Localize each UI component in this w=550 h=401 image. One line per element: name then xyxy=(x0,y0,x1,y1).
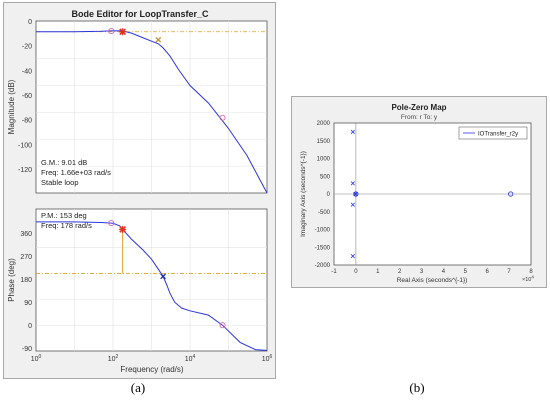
magnitude-ylabel: Magnitude (dB) xyxy=(7,79,16,134)
pz-xtick: 8 xyxy=(529,269,533,275)
pz-pole-marker xyxy=(353,191,358,197)
pz-pole-marker xyxy=(350,129,355,134)
pz-xtick: 6 xyxy=(486,269,490,275)
pz-marks xyxy=(334,123,531,265)
mag-crossover-plus xyxy=(119,28,127,36)
pz-zero-marker xyxy=(353,191,359,197)
pz-xtick: 1 xyxy=(376,269,380,275)
pz-ylabel: Imaginary Axis (seconds^{-1}) xyxy=(300,151,307,237)
pz-ytick: -1000 xyxy=(315,228,331,234)
phase-ytick: 270 xyxy=(20,254,32,261)
pz-ytick: 500 xyxy=(320,174,331,180)
pz-xtick: 5 xyxy=(464,269,468,275)
pz-pole-marker xyxy=(350,254,355,259)
pz-zero-marker xyxy=(508,191,514,197)
bode-xtick: 104 xyxy=(185,354,196,363)
bode-xtick: 100 xyxy=(31,354,42,363)
pole-zero-svg: Pole-Zero Map From: r To: y 2000 1500 10… xyxy=(300,103,534,284)
mag-ytick: -80 xyxy=(22,118,32,125)
pz-xtick: 3 xyxy=(420,269,424,275)
bode-xlabel: Frequency (rad/s) xyxy=(120,365,183,374)
mag-ytick: -20 xyxy=(22,44,32,51)
mag-ytick: -120 xyxy=(18,167,32,174)
pz-subtitle: From: r To: y xyxy=(401,114,438,121)
caption-a: (a) xyxy=(130,380,146,395)
magnitude-yticks: 0 -20 -40 -60 -80 -100 -120 xyxy=(18,19,32,174)
mag-ytick: -60 xyxy=(22,93,32,100)
phase-pole-marker xyxy=(160,273,166,280)
gain-margin-freq-text: Freq: 1.66e+03 rad/s xyxy=(41,168,111,177)
mag-zero-marker xyxy=(219,114,226,121)
pz-xtick: 4 xyxy=(442,269,446,275)
mag-pole-marker xyxy=(155,36,162,43)
pz-ytick: 2000 xyxy=(317,121,331,127)
phase-ytick: 90 xyxy=(24,300,32,307)
mag-ytick: -100 xyxy=(18,142,32,149)
phase-ytick: 180 xyxy=(20,277,32,284)
pz-xtick: 0 xyxy=(354,269,358,275)
phase-ytick: 0 xyxy=(28,323,32,330)
pz-pole-marker xyxy=(350,202,355,207)
mag-ytick: -40 xyxy=(22,68,32,75)
bode-marks xyxy=(36,28,268,351)
pz-ytick: 1500 xyxy=(317,139,331,145)
phase-crossover-plus xyxy=(119,225,127,233)
pz-ytick: -1500 xyxy=(315,245,331,251)
phase-axes: 360 270 180 90 0 -90 Phase (deg) P.M.: 1… xyxy=(7,208,273,374)
phase-yticks: 360 270 180 90 0 -90 xyxy=(20,231,32,353)
bode-editor-svg: Bode Editor for LoopTransfer_C 0 -20 -40… xyxy=(7,9,273,374)
caption-b: (b) xyxy=(409,380,425,395)
pz-legend[interactable]: IOTransfer_r2y xyxy=(458,126,528,140)
bode-xtick: 106 xyxy=(262,354,273,363)
pz-legend-box xyxy=(458,126,528,140)
phase-margin-freq-text: Freq: 178 rad/s xyxy=(41,221,92,230)
mag-crossover-marker[interactable] xyxy=(119,28,127,36)
pz-xlabel: Real Axis (seconds^{-1}) xyxy=(397,277,468,284)
phase-grid xyxy=(36,209,267,351)
mag-zero-marker xyxy=(108,28,115,35)
pz-ytick: 1000 xyxy=(317,157,331,163)
phase-ytick: -90 xyxy=(22,346,32,353)
pz-xtick: 2 xyxy=(398,269,402,275)
gain-margin-text: G.M.: 9.01 dB xyxy=(41,158,87,167)
pole-zero-window: Pole-Zero Map From: r To: y 2000 1500 10… xyxy=(291,96,547,288)
pz-ticks: 2000 1500 1000 500 0 -500 -1000 -1500 -2… xyxy=(315,121,534,275)
stability-text: Stable loop xyxy=(41,178,79,187)
bode-title: Bode Editor for LoopTransfer_C xyxy=(71,9,209,19)
phase-margin-text: P.M.: 153 deg xyxy=(41,211,87,220)
magnitude-grid xyxy=(36,21,267,193)
magnitude-axes: 0 -20 -40 -60 -80 -100 -120 Magnitude (d… xyxy=(7,19,268,194)
pz-title: Pole-Zero Map xyxy=(391,103,446,112)
mag-ytick: 0 xyxy=(28,19,32,26)
phase-ylabel: Phase (deg) xyxy=(7,258,16,302)
pz-pole-marker xyxy=(350,181,355,186)
pz-ytick: -2000 xyxy=(315,263,331,269)
phase-zero-marker xyxy=(108,220,115,227)
pz-xtick: 7 xyxy=(507,269,511,275)
magnitude-curve xyxy=(36,30,268,194)
phase-crossover-marker[interactable] xyxy=(119,225,127,233)
bode-xtick: 102 xyxy=(108,354,119,363)
pz-ytick: 0 xyxy=(327,192,331,198)
pz-xscale: ×104 xyxy=(522,275,534,284)
pz-xtick: -1 xyxy=(331,269,337,275)
pz-legend-label: IOTransfer_r2y xyxy=(478,132,518,138)
phase-ytick: 360 xyxy=(20,231,32,238)
pz-ytick: -500 xyxy=(318,210,331,216)
phase-zero-marker xyxy=(219,322,226,329)
bode-editor-window: Bode Editor for LoopTransfer_C 0 -20 -40… xyxy=(3,2,276,379)
